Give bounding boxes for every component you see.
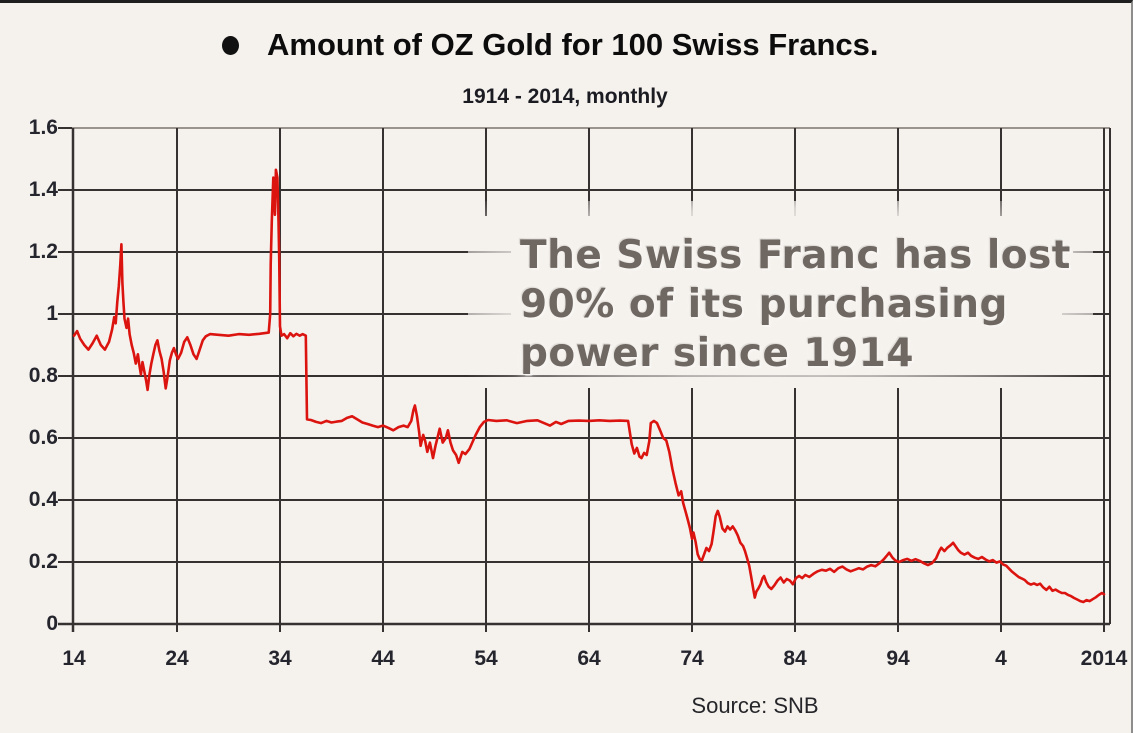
x-tick-label-4: 4	[995, 647, 1007, 670]
x-tick-label-24: 24	[165, 647, 189, 670]
y-tick-label-1.4: 1.4	[28, 178, 58, 201]
annotation-line-2: 90% of its purchasing	[520, 282, 1008, 327]
x-tick-label-14: 14	[62, 647, 86, 670]
y-tick-label-0: 0	[46, 612, 58, 635]
source-label: Source: SNB	[691, 693, 819, 718]
annotation-line-3: power since 1914	[520, 331, 915, 376]
circle-bullet-icon	[222, 35, 239, 55]
y-tick-label-1: 1	[46, 302, 58, 325]
x-tick-label-94: 94	[886, 647, 910, 670]
chart-header: Amount of OZ Gold for 100 Swiss Francs.	[222, 27, 878, 63]
y-tick-label-0.6: 0.6	[28, 426, 58, 449]
x-tick-label-2014: 2014	[1080, 647, 1128, 670]
x-tick-label-84: 84	[783, 647, 807, 670]
x-tick-label-74: 74	[680, 647, 704, 670]
annotation-text: The Swiss Franc has lost 90% of its purc…	[520, 231, 1071, 378]
chart-title: Amount of OZ Gold for 100 Swiss Francs.	[267, 27, 879, 62]
x-tick-label-44: 44	[371, 647, 395, 670]
y-tick-label-1.2: 1.2	[28, 240, 58, 263]
y-tick-label-1.6: 1.6	[28, 116, 58, 139]
y-tick-label-0.2: 0.2	[28, 550, 58, 573]
y-tick-label-0.4: 0.4	[28, 488, 58, 511]
annotation-line-1: The Swiss Franc has lost	[520, 233, 1071, 278]
x-tick-label-54: 54	[474, 647, 498, 670]
y-tick-label-0.8: 0.8	[28, 364, 58, 387]
x-tick-label-64: 64	[577, 647, 601, 670]
x-tick-label-34: 34	[268, 647, 292, 670]
chart-subtitle: 1914 - 2014, monthly	[462, 85, 668, 108]
